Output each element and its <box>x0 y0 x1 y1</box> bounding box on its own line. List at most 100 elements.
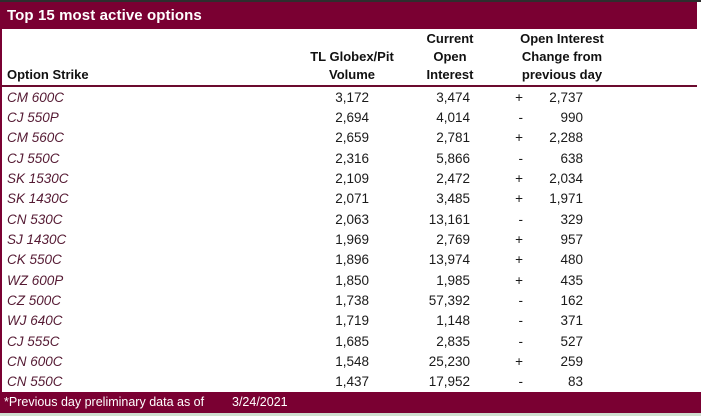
table-row: WZ 600P 1,850 1,985 + 435 <box>2 270 697 290</box>
footer-date: 3/24/2021 <box>232 395 288 409</box>
open-interest-cell: 4,014 <box>436 109 470 125</box>
change-sign-cell: - <box>518 109 524 125</box>
change-value-cell: 435 <box>560 272 583 288</box>
open-interest-cell: 3,485 <box>436 191 470 207</box>
change-sign-cell: - <box>518 374 524 390</box>
volume-cell: 1,850 <box>335 272 369 288</box>
option-strike-cell: CK 550C <box>7 252 62 268</box>
column-header-oi-change-line3: previous day <box>521 67 603 82</box>
column-header-oi-change-line2: Change from <box>521 49 603 64</box>
table-body: CM 600C 3,172 3,474 + 2,737 CJ 550P 2,69… <box>0 87 697 392</box>
open-interest-cell: 2,835 <box>436 333 470 349</box>
open-interest-cell: 17,952 <box>428 374 470 390</box>
open-interest-cell: 2,472 <box>436 170 470 186</box>
change-value-cell: 371 <box>560 313 583 329</box>
table-row: CJ 555C 1,685 2,835 - 527 <box>2 331 697 351</box>
change-value-cell: 2,034 <box>549 170 583 186</box>
option-strike-cell: SJ 1430C <box>7 231 67 247</box>
change-sign-cell: - <box>518 292 524 308</box>
change-value-cell: 83 <box>567 374 583 390</box>
column-header-open-interest-line1: Current <box>426 31 474 46</box>
change-value-cell: 480 <box>560 252 583 268</box>
change-sign-cell: + <box>515 353 523 369</box>
volume-cell: 2,109 <box>335 170 369 186</box>
volume-cell: 1,719 <box>335 313 369 329</box>
change-value-cell: 259 <box>560 353 583 369</box>
volume-cell: 2,694 <box>335 109 369 125</box>
table-row: SK 1530C 2,109 2,472 + 2,034 <box>2 168 697 188</box>
change-sign-cell: + <box>515 130 523 146</box>
volume-cell: 2,071 <box>335 191 369 207</box>
option-strike-cell: CN 530C <box>7 211 63 227</box>
volume-cell: 2,659 <box>335 130 369 146</box>
change-sign-cell: + <box>515 89 523 105</box>
table-row: CZ 500C 1,738 57,392 - 162 <box>2 290 697 310</box>
table-row: CN 550C 1,437 17,952 - 83 <box>2 372 697 392</box>
table-row: SK 1430C 2,071 3,485 + 1,971 <box>2 189 697 209</box>
column-header-option-strike: Option Strike <box>7 67 89 82</box>
volume-cell: 1,738 <box>335 292 369 308</box>
change-sign-cell: - <box>518 150 524 166</box>
change-value-cell: 2,288 <box>549 130 583 146</box>
option-strike-cell: WJ 640C <box>7 313 63 329</box>
report-title-bar: Top 15 most active options <box>0 2 697 29</box>
change-value-cell: 162 <box>560 292 583 308</box>
change-sign-cell: + <box>515 272 523 288</box>
change-sign-cell: + <box>515 252 523 268</box>
change-value-cell: 638 <box>560 150 583 166</box>
table-row: CM 560C 2,659 2,781 + 2,288 <box>2 128 697 148</box>
table-row: CJ 550C 2,316 5,866 - 638 <box>2 148 697 168</box>
open-interest-cell: 2,781 <box>436 130 470 146</box>
open-interest-cell: 3,474 <box>436 89 470 105</box>
open-interest-cell: 57,392 <box>428 292 470 308</box>
option-strike-cell: CJ 550P <box>7 109 59 125</box>
column-header-volume: TL Globex/Pit Volume <box>293 48 411 85</box>
page-title: Top 15 most active options <box>7 7 202 24</box>
change-value-cell: 527 <box>560 333 583 349</box>
column-header-volume-line2: Volume <box>329 67 375 82</box>
option-strike-cell: CM 560C <box>7 130 65 146</box>
open-interest-cell: 13,161 <box>428 211 470 227</box>
footer-bar: *Previous day preliminary data as of 3/2… <box>0 392 701 413</box>
volume-cell: 1,685 <box>335 333 369 349</box>
option-strike-cell: SK 1430C <box>7 191 69 207</box>
change-value-cell: 1,971 <box>549 191 583 207</box>
open-interest-cell: 1,148 <box>436 313 470 329</box>
table-header-row: Option Strike TL Globex/Pit Volume Curre… <box>0 29 697 87</box>
volume-cell: 2,063 <box>335 211 369 227</box>
table-row: CM 600C 3,172 3,474 + 2,737 <box>2 87 697 107</box>
open-interest-cell: 13,974 <box>428 252 470 268</box>
volume-cell: 1,437 <box>335 374 369 390</box>
change-sign-cell: - <box>518 313 524 329</box>
change-sign-cell: - <box>518 211 524 227</box>
open-interest-cell: 5,866 <box>436 150 470 166</box>
volume-cell: 1,548 <box>335 353 369 369</box>
option-strike-cell: CN 550C <box>7 374 63 390</box>
change-sign-cell: - <box>518 333 524 349</box>
bottom-border-line <box>0 413 701 416</box>
option-strike-cell: CM 600C <box>7 89 65 105</box>
option-strike-cell: CN 600C <box>7 353 63 369</box>
top-border-line <box>0 0 701 2</box>
open-interest-cell: 1,985 <box>436 272 470 288</box>
option-strike-cell: WZ 600P <box>7 272 64 288</box>
change-value-cell: 329 <box>560 211 583 227</box>
change-sign-cell: + <box>515 191 523 207</box>
volume-cell: 1,969 <box>335 231 369 247</box>
column-header-volume-line1: TL Globex/Pit <box>310 49 394 64</box>
option-strike-cell: SK 1530C <box>7 170 69 186</box>
volume-cell: 1,896 <box>335 252 369 268</box>
change-sign-cell: + <box>515 231 523 247</box>
table-row: CJ 550P 2,694 4,014 - 990 <box>2 107 697 127</box>
table-row: WJ 640C 1,719 1,148 - 371 <box>2 311 697 331</box>
table-row: CK 550C 1,896 13,974 + 480 <box>2 250 697 270</box>
volume-cell: 3,172 <box>335 89 369 105</box>
footer-note: *Previous day preliminary data as of <box>4 395 205 409</box>
column-header-open-interest-line3: Interest <box>426 67 474 82</box>
option-strike-cell: CJ 555C <box>7 333 60 349</box>
table-row: CN 530C 2,063 13,161 - 329 <box>2 209 697 229</box>
column-header-oi-change-line1: Open Interest <box>520 31 604 46</box>
column-header-open-interest-line2: Open <box>433 49 467 64</box>
change-value-cell: 957 <box>560 231 583 247</box>
